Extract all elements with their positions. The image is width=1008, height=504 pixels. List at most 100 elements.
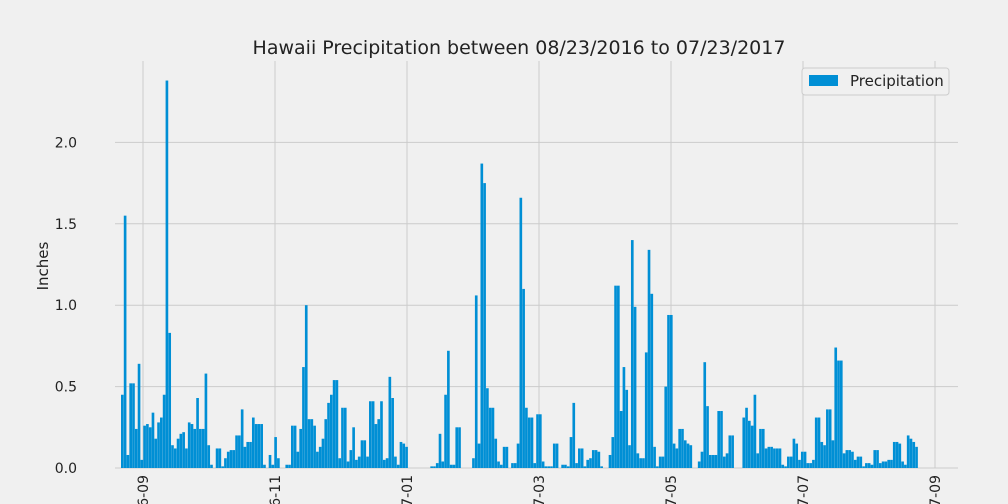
precipitation-bar [221,466,224,468]
precipitation-bar [750,425,754,468]
precipitation-bar [486,388,489,468]
precipitation-bar [912,441,916,468]
precipitation-bar [218,448,222,468]
precipitation-bar [536,414,539,468]
precipitation-bar [391,398,394,468]
x-tick-label: 6-09 [136,475,152,504]
precipitation-bar [597,451,601,468]
precipitation-bar [360,440,364,468]
precipitation-bar [859,456,863,468]
precipitation-bar [355,459,358,468]
precipitation-bar [474,295,478,468]
x-axis-ticks: 6-09 6-11 7-01 7-03 7-05 7-07 7-09 [136,475,944,504]
precipitation-bar [357,456,361,468]
precipitation-bar [589,458,592,468]
precipitation-bar [865,463,868,468]
precipitation-bar [706,406,709,468]
precipitation-bar [274,437,277,468]
precipitation-bar [839,360,843,468]
precipitation-bar [366,456,369,468]
precipitation-bar [374,424,378,468]
precipitation-bar [820,441,824,468]
precipitation-bar [614,285,617,468]
precipitation-bar [773,448,776,468]
precipitation-bar [185,448,188,468]
precipitation-bar [271,464,275,468]
precipitation-bar [318,446,322,468]
precipitation-bar [803,451,807,468]
precipitation-bar [700,451,704,468]
x-tick-label: 7-05 [664,475,680,504]
precipitation-bar [382,459,386,468]
precipitation-bar [121,394,124,468]
precipitation-bar [639,458,642,468]
precipitation-bar [711,454,715,468]
precipitation-bar [176,438,180,468]
precipitation-bar [795,443,799,468]
precipitation-bar [238,435,241,468]
precipitation-bar [647,249,651,468]
precipitation-bar [622,367,626,468]
precipitation-bar [430,466,433,468]
precipitation-bar [781,464,785,468]
y-tick-label: 0.5 [55,380,77,396]
precipitation-bar [488,407,492,468]
precipitation-bar [232,450,236,468]
precipitation-bar [505,446,509,468]
chart-title: Hawaii Precipitation between 08/23/2016 … [253,37,786,59]
precipitation-bar [530,417,534,468]
precipitation-bar [817,417,821,468]
precipitation-bar [675,448,679,468]
precipitation-bar [569,437,573,468]
precipitation-bar [249,441,252,468]
precipitation-bar [277,458,280,468]
precipitation-bar [533,463,537,468]
precipitation-bar [564,464,567,468]
x-tick-label: 7-03 [532,475,548,504]
y-tick-label: 1.0 [55,298,77,314]
precipitation-bar [455,427,459,468]
precipitation-bar [447,350,450,468]
precipitation-bar [625,389,629,468]
precipitation-bar [898,443,902,468]
precipitation-bar [837,360,840,468]
precipitation-bar [330,394,333,468]
precipitation-bar [814,417,818,468]
precipitation-bar [511,463,514,468]
precipitation-bar [664,386,668,468]
precipitation-bar [547,466,551,468]
precipitation-bar [321,438,325,468]
precipitation-bar [792,438,796,468]
precipitation-bar [502,446,506,468]
precipitation-bar [878,463,882,468]
precipitation-bar [890,459,893,468]
precipitation-bar [644,352,648,468]
precipitation-bar [906,435,910,468]
precipitation-bar [126,454,130,468]
precipitation-bar [915,446,918,468]
precipitation-bar [182,432,185,468]
precipitation-bar [650,293,654,468]
precipitation-bar [608,454,612,468]
precipitation-bar [561,464,564,468]
precipitation-bar [491,407,495,468]
precipitation-bar [633,306,637,468]
precipitation-bar [171,445,174,468]
precipitation-bar [187,422,191,468]
precipitation-bar [196,398,199,468]
precipitation-bar [352,427,355,468]
precipitation-bar [240,409,244,468]
precipitation-bar [909,438,913,468]
precipitation-bar [243,446,247,468]
x-tick-label: 7-09 [928,475,944,504]
precipitation-bar [848,450,851,468]
precipitation-bar [193,428,197,468]
precipitation-bar [901,461,904,468]
precipitation-bar [405,446,408,468]
precipitation-bar [630,240,634,468]
precipitation-bar [572,402,576,468]
legend-label: Precipitation [850,72,944,90]
precipitation-bar [789,456,793,468]
precipitation-bar [876,450,879,468]
precipitation-bar [828,409,832,468]
